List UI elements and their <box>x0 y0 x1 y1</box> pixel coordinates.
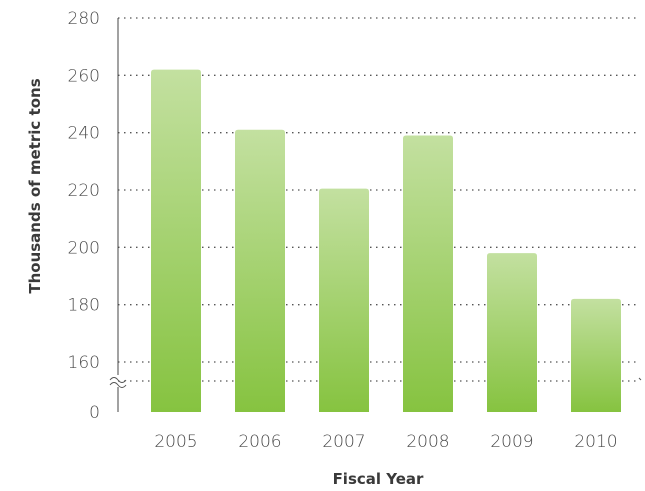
bars <box>151 69 621 413</box>
bar-2007 <box>319 188 369 412</box>
axis-break-mark-upper <box>109 377 127 383</box>
y-tick-label: 160 <box>68 353 100 373</box>
x-tick-label: 2007 <box>322 432 365 452</box>
x-tick-label: 2009 <box>490 432 533 452</box>
right-break-mark <box>638 377 642 381</box>
x-tick-label: 2005 <box>154 432 197 452</box>
x-tick-label: 2008 <box>406 432 449 452</box>
y-tick-label: 200 <box>68 238 100 258</box>
y-tick-label-zero: 0 <box>89 403 100 423</box>
y-tick-label: 220 <box>68 181 100 201</box>
x-axis-title: Fiscal Year <box>333 470 424 488</box>
y-tick-label: 240 <box>68 124 100 144</box>
bar-2010 <box>571 298 621 412</box>
bar-2005 <box>151 69 201 412</box>
x-axis-ticks: 2005 2006 2007 2008 2009 2010 <box>154 432 617 452</box>
bar-2006 <box>235 129 285 413</box>
bar-2009 <box>487 253 537 412</box>
y-tick-label: 280 <box>68 9 100 29</box>
x-tick-label: 2010 <box>574 432 617 452</box>
y-axis-title: Thousands of metric tons <box>26 78 44 293</box>
bar-2008 <box>403 135 453 413</box>
y-tick-label: 180 <box>68 296 100 316</box>
axis-break-mark-lower <box>109 382 127 388</box>
x-tick-label: 2006 <box>238 432 281 452</box>
y-axis: 160 180 200 220 240 260 280 0 <box>68 9 642 423</box>
y-tick-label: 260 <box>68 66 100 86</box>
